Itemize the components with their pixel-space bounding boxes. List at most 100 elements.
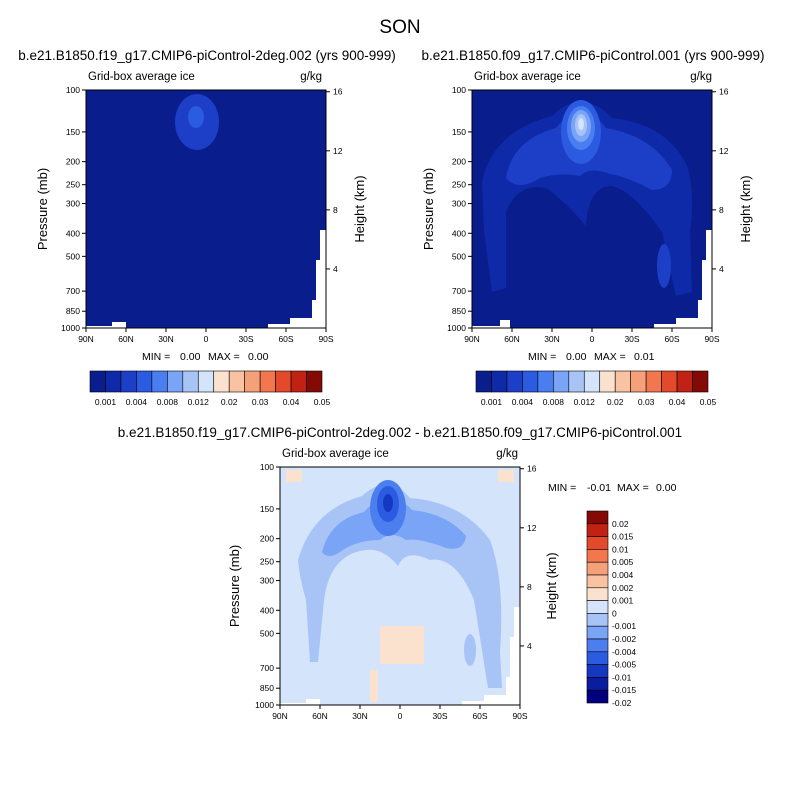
y-tick-label: 700 — [66, 286, 80, 296]
colorbar-label: 0.01 — [612, 544, 629, 554]
x-tick-label: 30N — [352, 711, 368, 721]
x-tick-label: 90S — [318, 334, 333, 344]
y-tick-label: 200 — [260, 534, 274, 544]
y-tick-label: 200 — [66, 157, 80, 167]
colorbar-label: 0.02 — [607, 397, 624, 407]
panel-1-plot-area — [85, 89, 327, 329]
panel-3-axes: Pressure (mb) Height (km) 100 150 200 250 30… — [227, 462, 559, 721]
colorbar-label: -0.02 — [612, 698, 632, 708]
colorbar-box — [553, 370, 570, 393]
colorbar-box — [586, 664, 609, 678]
colorbar-box — [630, 370, 647, 393]
colorbar-label: -0.004 — [612, 647, 636, 657]
colorbar-box — [89, 370, 106, 393]
colorbar-label: 0 — [612, 608, 617, 618]
x-tick-label: 60N — [118, 334, 134, 344]
panel-1-max-label: MAX = — [208, 351, 240, 363]
colorbar-label: -0.015 — [612, 685, 636, 695]
colorbar-box — [213, 370, 230, 393]
colorbar-box — [259, 370, 276, 393]
panel-2-y2-ticks: 16 12 8 4 — [712, 87, 729, 274]
panel-2-y2label: Height (km) — [738, 175, 753, 242]
panel-3-stats: MIN = -0.01 MAX = 0.00 — [548, 482, 677, 494]
panel-2-min-label: MIN = — [528, 351, 556, 363]
y-tick-label: 700 — [260, 663, 274, 673]
panel-3-y-ticks: 100 150 200 250 300 400 500 700 850 1000 — [255, 462, 280, 710]
y-tick-label: 400 — [452, 228, 466, 238]
y2-tick-label: 8 — [527, 582, 532, 592]
panel-3-y2label: Height (km) — [544, 552, 559, 619]
x-tick-label: 0 — [204, 334, 209, 344]
y-tick-label: 150 — [66, 127, 80, 137]
colorbar-box — [586, 689, 609, 704]
y-tick-label: 300 — [66, 199, 80, 209]
panel-2: b.e21.B1850.f09_g17.CMIP6-piControl.001 … — [421, 48, 764, 407]
panel-2-y-ticks: 100 150 200 250 300 400 500 700 850 1000 — [447, 85, 472, 333]
colorbar-label: 0.001 — [481, 397, 503, 407]
colorbar-label: 0.015 — [612, 532, 634, 542]
y2-tick-label: 4 — [719, 264, 724, 274]
y-tick-label: 850 — [66, 306, 80, 316]
panel-1-subtitle-left: Grid-box average ice — [88, 71, 195, 83]
colorbar-label: 0.05 — [700, 397, 717, 407]
panel-3-min-value: -0.01 — [587, 482, 611, 494]
colorbar-box — [586, 638, 609, 653]
colorbar-box — [586, 677, 609, 691]
colorbar-box — [586, 587, 609, 601]
panel-1-colorbar: 0.001 0.004 0.008 0.012 0.02 0.03 0.04 0.05 — [89, 370, 331, 407]
panel-3-max-value: 0.00 — [656, 482, 677, 494]
x-tick-label: 30S — [432, 711, 447, 721]
y-tick-label: 500 — [66, 251, 80, 261]
colorbar-box — [522, 370, 539, 393]
y-tick-label: 200 — [452, 157, 466, 167]
colorbar-label: 0.004 — [512, 397, 534, 407]
colorbar-label: 0.02 — [612, 519, 629, 529]
figure-title: SON — [379, 17, 420, 38]
panel-1-min-value: 0.00 — [180, 351, 201, 363]
y2-tick-label: 8 — [333, 205, 338, 215]
panel-1-contour-core — [188, 106, 204, 128]
y-tick-label: 300 — [452, 199, 466, 209]
y-tick-label: 100 — [452, 85, 466, 95]
colorbar-box — [586, 600, 609, 614]
panel-1-title: b.e21.B1850.f19_g17.CMIP6-piControl-2deg… — [18, 48, 396, 63]
colorbar-box — [583, 370, 601, 393]
y-tick-label: 100 — [66, 85, 80, 95]
panel-2-min-value: 0.00 — [566, 351, 587, 363]
panel-1-units: g/kg — [300, 71, 322, 83]
panel-2-x-ticks: 90N 60N 30N 0 30S 60S 90S — [464, 328, 720, 344]
y2-tick-label: 8 — [719, 205, 724, 215]
panel-1-stats: MIN = 0.00 MAX = 0.00 — [142, 351, 269, 363]
colorbar-label: -0.001 — [612, 621, 636, 631]
panel-3-min-label: MIN = — [548, 482, 576, 494]
colorbar-label: -0.002 — [612, 634, 636, 644]
x-tick-label: 30N — [158, 334, 174, 344]
panel-3-subtitle-left: Grid-box average ice — [282, 448, 389, 460]
panel-1-min-label: MIN = — [142, 351, 170, 363]
colorbar-box — [506, 370, 523, 393]
colorbar-label: 0.002 — [612, 583, 634, 593]
y-tick-label: 500 — [260, 628, 274, 638]
x-tick-label: 30S — [624, 334, 639, 344]
colorbar-box — [586, 613, 609, 627]
colorbar-box — [586, 523, 609, 537]
colorbar-box — [228, 370, 245, 393]
panel-3-y2-ticks: 16 12 8 4 — [520, 464, 537, 651]
y2-tick-label: 12 — [333, 146, 343, 156]
x-tick-label: 60S — [278, 334, 293, 344]
y-tick-label: 500 — [452, 251, 466, 261]
colorbar-box — [306, 370, 323, 393]
panel-2-max-value: 0.01 — [634, 351, 655, 363]
panel-1: b.e21.B1850.f19_g17.CMIP6-piControl-2deg… — [18, 48, 396, 407]
panel-2-title: b.e21.B1850.f09_g17.CMIP6-piControl.001 … — [422, 48, 765, 63]
x-tick-label: 90S — [704, 334, 719, 344]
colorbar-box — [167, 370, 184, 393]
x-tick-label: 0 — [590, 334, 595, 344]
colorbar-label: 0.02 — [221, 397, 238, 407]
colorbar-label: 0.04 — [669, 397, 686, 407]
panel-3-colorbar: 0.02 0.015 0.01 0.005 0.004 0.002 0.001 0 -0.001… — [586, 510, 636, 708]
x-tick-label: 0 — [398, 711, 403, 721]
colorbar-box — [661, 370, 678, 393]
colorbar-box — [105, 370, 122, 393]
